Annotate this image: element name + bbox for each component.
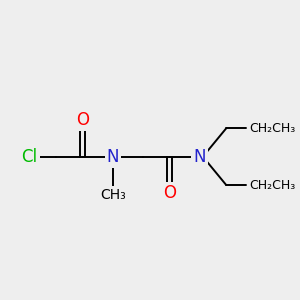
Text: CH₂CH₃: CH₂CH₃ [250,178,296,191]
Text: O: O [163,184,176,202]
Text: Cl: Cl [21,148,38,166]
Text: CH₂CH₃: CH₂CH₃ [250,122,296,135]
Text: CH₃: CH₃ [100,188,126,202]
Text: N: N [193,148,206,166]
Text: N: N [106,148,119,166]
Text: O: O [76,111,89,129]
